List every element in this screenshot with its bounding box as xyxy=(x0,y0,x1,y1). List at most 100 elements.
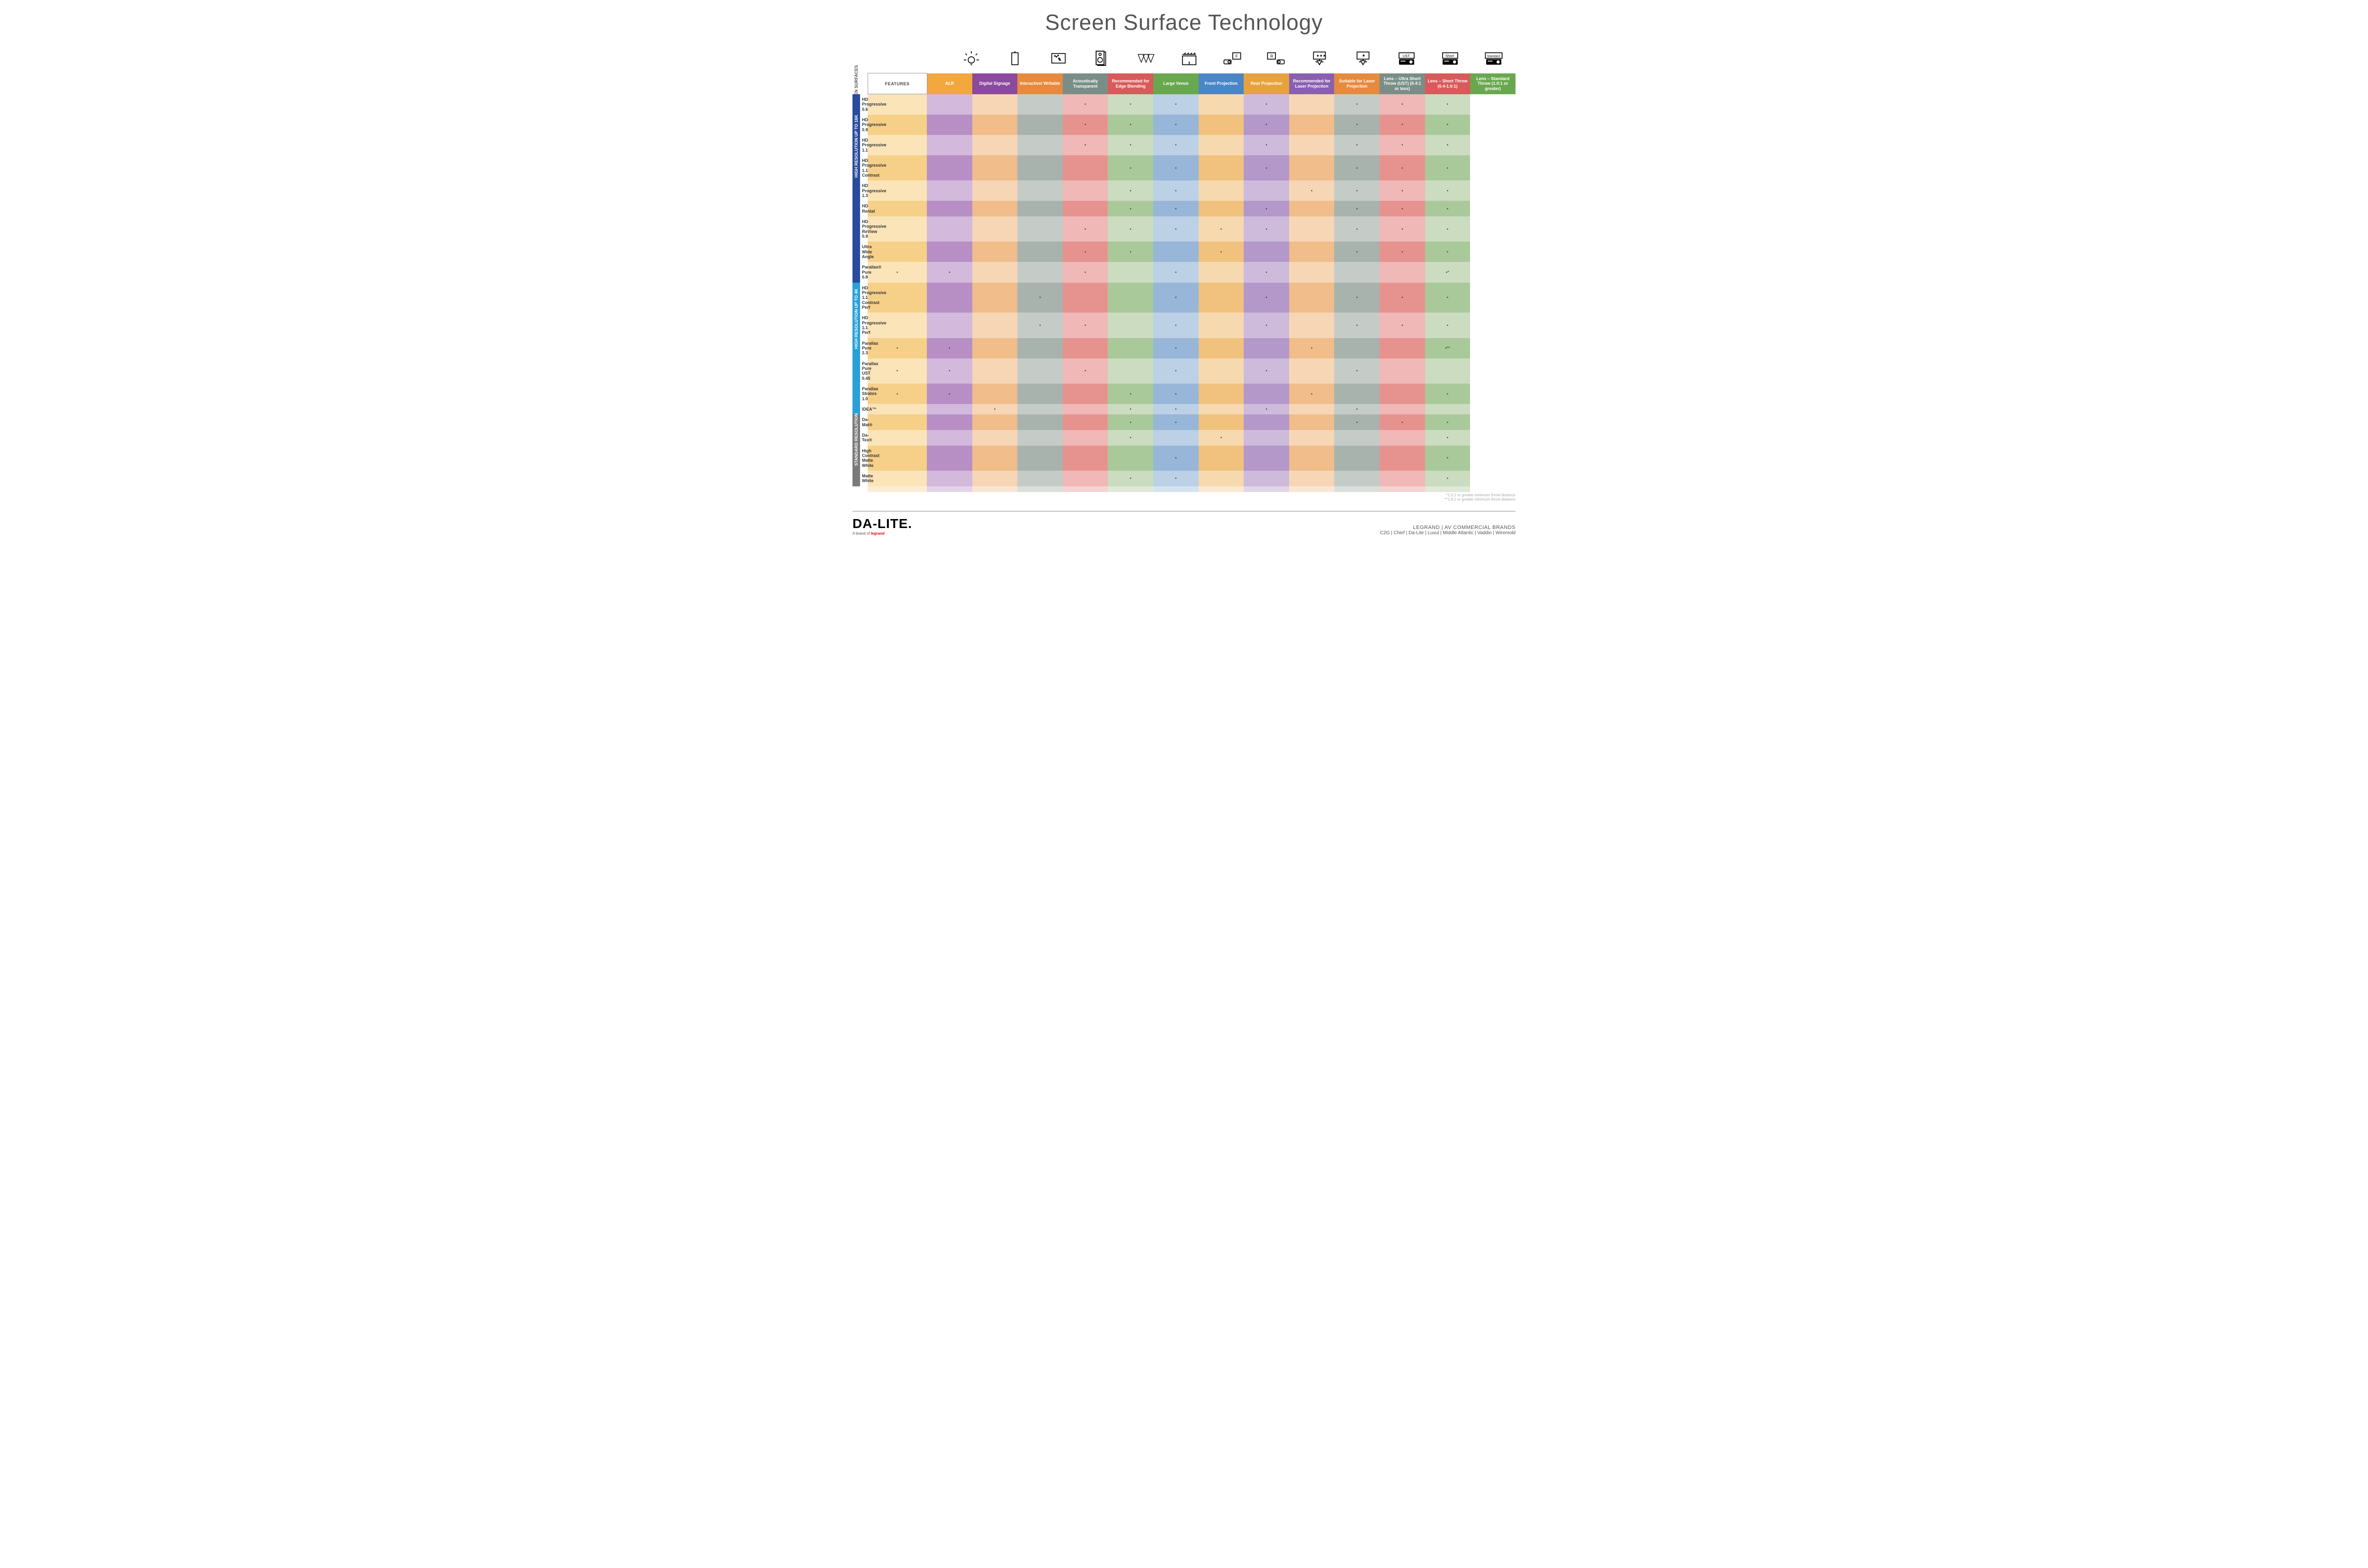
cell: • xyxy=(1425,115,1471,135)
row-label: HD Progressive 1.1 Contrast xyxy=(860,155,868,180)
cell: • xyxy=(1380,242,1425,262)
cell: • xyxy=(1063,313,1108,338)
table-row: Da-Tex®••• xyxy=(852,430,1516,446)
footnotes: *1.5:1 or greater minimum throw distance… xyxy=(852,493,1516,502)
cell: • xyxy=(1380,313,1425,338)
cell xyxy=(972,180,1018,201)
cell xyxy=(868,313,927,338)
table-row: Parallax Pure 2.3•••••** xyxy=(852,338,1516,358)
iw-icon xyxy=(1037,45,1080,73)
cell: • xyxy=(1380,135,1425,155)
cell: • xyxy=(1153,283,1199,313)
cell xyxy=(1289,313,1335,338)
cell xyxy=(972,155,1018,180)
cell: • xyxy=(1380,180,1425,201)
cell xyxy=(868,201,927,216)
cell: • xyxy=(1063,115,1108,135)
cell xyxy=(1017,338,1063,358)
cell: • xyxy=(1244,313,1289,338)
table-row: HIGH RESOLUTION UP TO 4KHD Progressive 1… xyxy=(852,283,1516,313)
cell: • xyxy=(1063,216,1108,242)
col-rp: Rear Projection xyxy=(1244,73,1289,94)
row-label: HD Progressive 0.6 xyxy=(860,94,868,115)
cell xyxy=(972,446,1018,471)
cell: • xyxy=(1244,201,1289,216)
cell: • xyxy=(1063,242,1108,262)
cell xyxy=(972,242,1018,262)
cell: • xyxy=(1380,115,1425,135)
col-iw: Interactive/ Writable xyxy=(1017,73,1063,94)
row-label: HD Progressive 1.1 xyxy=(860,135,868,155)
cell: • xyxy=(1108,471,1153,486)
cell xyxy=(1017,384,1063,404)
cell: • xyxy=(1199,430,1244,446)
cell xyxy=(1017,135,1063,155)
cell: • xyxy=(1425,384,1471,404)
feature-matrix: SCREEN SURFACESFEATURESALRDigital Signag… xyxy=(852,73,1516,492)
cell: • xyxy=(1108,430,1153,446)
col-eb: Recommended for Edge Blending xyxy=(1108,73,1153,94)
row-label: High Contrast Matte White xyxy=(860,446,868,471)
cell xyxy=(1153,242,1199,262)
cell: • xyxy=(1108,404,1153,414)
cell: • xyxy=(927,358,972,384)
cell xyxy=(1380,430,1425,446)
cell xyxy=(1289,201,1335,216)
sl-icon: ★ xyxy=(1341,45,1385,73)
cell xyxy=(1199,201,1244,216)
cell xyxy=(927,155,972,180)
icon-row: FR★★★★USTShortStandard xyxy=(950,45,1516,73)
row-label: Da-Tex® xyxy=(860,430,868,446)
cell xyxy=(1108,283,1153,313)
cell: • xyxy=(1380,216,1425,242)
col-fp: Front Projection xyxy=(1199,73,1244,94)
cell xyxy=(1199,358,1244,384)
table-row: HD Progressive 0.9••••••• xyxy=(852,115,1516,135)
cell xyxy=(1380,446,1425,471)
cell xyxy=(1017,155,1063,180)
cell xyxy=(1063,384,1108,404)
cell: • xyxy=(1425,283,1471,313)
cell xyxy=(1108,262,1153,282)
cell xyxy=(1425,358,1471,384)
cell xyxy=(1244,384,1289,404)
col-std: Lens – Standard Throw (1.0:1 or greater) xyxy=(1470,73,1516,94)
cell: • xyxy=(1425,242,1471,262)
cell xyxy=(1017,201,1063,216)
row-label: IDEA™ xyxy=(860,404,868,414)
cell xyxy=(1334,384,1380,404)
cell: • xyxy=(1334,201,1380,216)
cell xyxy=(1063,414,1108,430)
cell xyxy=(1334,262,1380,282)
cell xyxy=(1017,446,1063,471)
col-lv: Large Venue xyxy=(1153,73,1199,94)
cell xyxy=(1199,135,1244,155)
cell xyxy=(1289,262,1335,282)
cell: • xyxy=(1153,216,1199,242)
col-ds: Digital Signage xyxy=(972,73,1018,94)
table-row: HD Progressive 1.1 Perf••••••• xyxy=(852,313,1516,338)
row-label: Parallax Stratos 1.0 xyxy=(860,384,868,404)
st-icon: Short xyxy=(1428,45,1472,73)
cell xyxy=(1289,414,1335,430)
cell: • xyxy=(1153,201,1199,216)
cell: • xyxy=(1244,283,1289,313)
cell xyxy=(1244,414,1289,430)
cell: • xyxy=(1425,446,1471,471)
cell: • xyxy=(1334,135,1380,155)
cell xyxy=(972,94,1018,115)
cell: • xyxy=(1244,155,1289,180)
col-ust: Lens – Ultra Short Throw (UST) (0.4:1 or… xyxy=(1380,73,1425,94)
cell: • xyxy=(1153,313,1199,338)
alr-icon xyxy=(950,45,993,73)
page-title: Screen Surface Technology xyxy=(852,9,1516,35)
cell xyxy=(1244,446,1289,471)
cell xyxy=(1380,358,1425,384)
cell xyxy=(972,135,1018,155)
cell: • xyxy=(1334,180,1380,201)
cell: • xyxy=(1153,180,1199,201)
table-row: IDEA™••••• xyxy=(852,404,1516,414)
cell: • xyxy=(1380,283,1425,313)
cell xyxy=(927,242,972,262)
table-row: HD Rental•••••• xyxy=(852,201,1516,216)
